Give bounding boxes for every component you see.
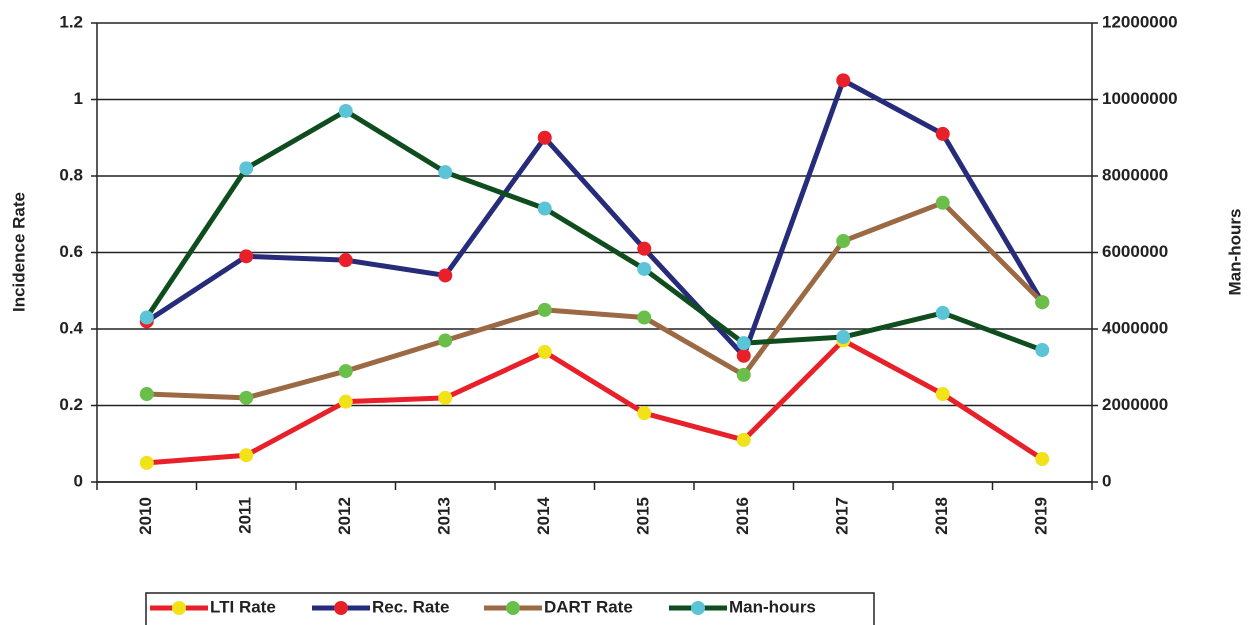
data-point bbox=[139, 387, 154, 402]
legend-marker bbox=[506, 601, 520, 615]
data-point bbox=[935, 387, 950, 402]
legend-label: DART Rate bbox=[544, 597, 633, 616]
data-point bbox=[736, 367, 751, 382]
data-point bbox=[935, 195, 950, 210]
data-point bbox=[637, 241, 652, 256]
legend-marker bbox=[334, 601, 348, 615]
series-line bbox=[146, 337, 1044, 466]
y-axis-title: Incidence Rate bbox=[9, 192, 28, 312]
legend-label: Man-hours bbox=[729, 597, 816, 616]
y2-tick-label: 10000000 bbox=[1102, 89, 1178, 108]
data-point bbox=[736, 336, 751, 351]
legend-marker bbox=[691, 601, 705, 615]
y2-tick-label: 6000000 bbox=[1102, 242, 1168, 261]
data-point bbox=[537, 344, 552, 359]
data-point bbox=[537, 130, 552, 145]
data-point bbox=[338, 253, 353, 268]
x-tick-label: 2013 bbox=[435, 497, 454, 535]
legend-label: LTI Rate bbox=[210, 597, 276, 616]
data-point bbox=[239, 448, 254, 463]
data-point bbox=[239, 161, 254, 176]
y-tick-label: 0 bbox=[74, 471, 83, 490]
series-line bbox=[146, 200, 1045, 401]
data-point bbox=[438, 268, 453, 283]
y-tick-label: 0.6 bbox=[59, 242, 83, 261]
data-point bbox=[537, 201, 552, 216]
y2-tick-label: 0 bbox=[1102, 471, 1111, 490]
y2-tick-label: 4000000 bbox=[1102, 318, 1168, 337]
data-point bbox=[935, 126, 950, 141]
data-point bbox=[537, 302, 552, 317]
data-point bbox=[438, 165, 453, 180]
data-point bbox=[637, 406, 652, 421]
data-point bbox=[637, 310, 652, 325]
data-point bbox=[836, 73, 851, 88]
x-tick-label: 2014 bbox=[534, 496, 553, 534]
data-point bbox=[736, 348, 751, 363]
y2-tick-label: 8000000 bbox=[1102, 165, 1168, 184]
x-tick-label: 2011 bbox=[236, 497, 255, 534]
series-line bbox=[145, 77, 1045, 359]
x-tick-label: 2010 bbox=[136, 497, 155, 535]
data-point bbox=[836, 234, 851, 249]
data-point bbox=[1035, 343, 1050, 358]
x-tick-label: 2012 bbox=[335, 497, 354, 535]
x-tick-label: 2016 bbox=[733, 497, 752, 535]
legend-marker bbox=[172, 601, 186, 615]
y2-axis-title: Man-hours bbox=[1225, 209, 1244, 296]
data-point bbox=[1035, 295, 1050, 310]
data-point bbox=[338, 364, 353, 379]
data-point bbox=[836, 330, 851, 345]
y-tick-label: 0.8 bbox=[59, 165, 83, 184]
y-tick-label: 0.2 bbox=[59, 395, 83, 414]
data-point bbox=[338, 103, 353, 118]
legend-label: Rec. Rate bbox=[372, 597, 449, 616]
data-point bbox=[239, 249, 254, 264]
data-point bbox=[438, 390, 453, 405]
x-tick-label: 2017 bbox=[833, 497, 852, 535]
series-line bbox=[144, 108, 1044, 353]
y2-tick-label: 12000000 bbox=[1102, 12, 1178, 31]
data-point bbox=[338, 394, 353, 409]
data-point bbox=[1035, 452, 1050, 467]
data-point bbox=[239, 390, 254, 405]
data-point bbox=[139, 455, 154, 470]
data-point bbox=[736, 432, 751, 447]
x-tick-label: 2019 bbox=[1032, 497, 1051, 535]
legend-box bbox=[145, 592, 875, 625]
y-tick-label: 0.4 bbox=[59, 318, 83, 337]
y2-tick-label: 2000000 bbox=[1102, 395, 1168, 414]
data-point bbox=[637, 261, 652, 276]
y-tick-label: 1.2 bbox=[59, 12, 83, 31]
x-tick-label: 2018 bbox=[932, 497, 951, 535]
x-tick-label: 2015 bbox=[634, 497, 653, 535]
data-point bbox=[139, 310, 154, 325]
data-point bbox=[438, 333, 453, 348]
y-tick-label: 1 bbox=[74, 89, 83, 108]
data-point bbox=[935, 305, 950, 320]
